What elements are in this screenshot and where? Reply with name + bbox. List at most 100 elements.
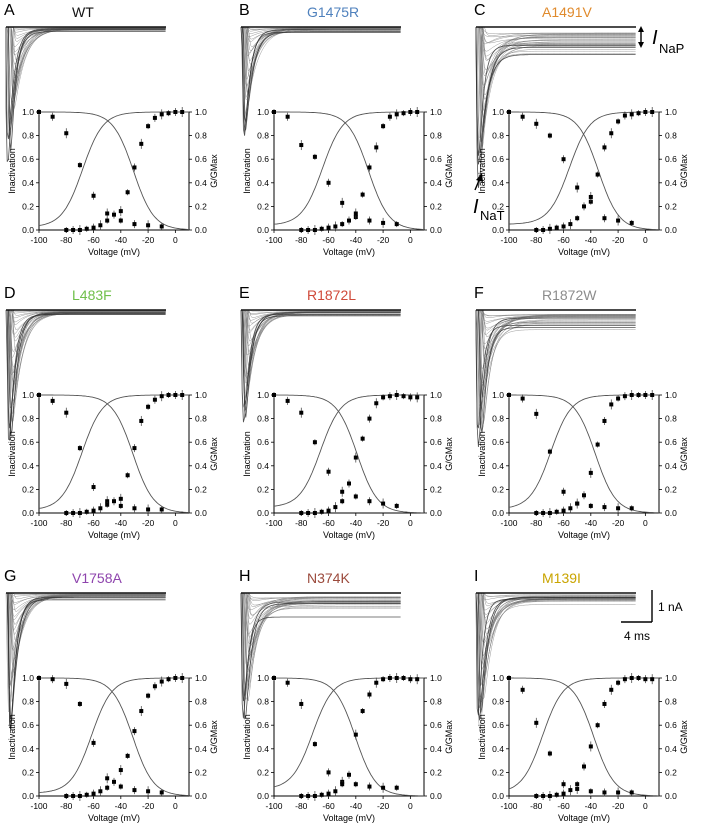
activation-point [402, 676, 406, 680]
inactivation-point [313, 440, 317, 444]
current-traces [241, 310, 401, 422]
x-tick-label: 0 [408, 235, 413, 245]
activation-point [602, 419, 606, 423]
activation-point [568, 506, 572, 510]
panel-g: G V1758A0.0 0.00.2 0.20.4 0.40.6 0.60.8 0.81.0… [4, 568, 219, 823]
y-tick-label-left: 1.0 [257, 107, 269, 117]
y-tick-label-left: 0.8 [492, 414, 504, 424]
y-tick-label-right: 1.0 [195, 390, 207, 400]
y-axis-label-right: G/GMax [209, 437, 219, 471]
x-tick-label: -100 [265, 801, 282, 811]
inactivation-fit-line [39, 112, 189, 226]
y-tick-label-right: 0.0 [665, 225, 677, 235]
activation-point [562, 509, 566, 513]
activation-point [92, 792, 96, 796]
activation-point [361, 437, 365, 441]
y-tick-label-right: 0.4 [430, 178, 442, 188]
panel-a: A WT0.0 0.00.2 0.20.4 0.40.6 0.60.8 0.81.0 1.0-… [4, 2, 219, 257]
activation-point [180, 676, 184, 680]
y-tick-label-left: 0.2 [22, 484, 34, 494]
y-tick-label-right: 0.2 [430, 201, 442, 211]
activation-point [105, 786, 109, 790]
activation-point [643, 677, 647, 681]
activation-point [534, 228, 538, 232]
inactivation-point [272, 110, 276, 114]
inactivation-point [616, 790, 620, 794]
activation-point [395, 676, 399, 680]
y-tick-label-left: 0.0 [22, 225, 34, 235]
activation-point [320, 510, 324, 514]
activation-fit-line [39, 395, 189, 513]
activation-point [306, 511, 310, 515]
x-tick-label: -80 [295, 235, 308, 245]
activation-point [374, 401, 378, 405]
inactivation-point [381, 502, 385, 506]
y-tick-label-left: 0.4 [22, 744, 34, 754]
activation-point [548, 227, 552, 231]
x-tick-label: 0 [408, 801, 413, 811]
current-traces [241, 27, 401, 136]
inactivation-point [395, 786, 399, 790]
inactivation-point [630, 790, 634, 794]
inactivation-point [507, 393, 511, 397]
inactivation-point [395, 504, 399, 508]
current-trace [241, 593, 401, 601]
activation-fit-line [509, 678, 659, 796]
y-tick-label-right: 0.2 [195, 484, 207, 494]
panel-e: E R1872L0.0 0.00.2 0.20.4 0.40.6 0.60.8 0.81.0… [239, 285, 454, 540]
x-axis-label: Voltage (mV) [558, 530, 610, 540]
y-tick-label-right: 0.6 [430, 154, 442, 164]
x-tick-label: 0 [643, 801, 648, 811]
current-trace [6, 27, 166, 102]
activation-point [596, 443, 600, 447]
inactivation-point [521, 397, 525, 401]
activation-point [395, 112, 399, 116]
current-trace [476, 310, 636, 430]
axes: 0.0 0.0 0.2 0.2 0.4 0.4 0.6 0.6 0.8 0.8 1.0 1.0 -100… [477, 673, 689, 823]
y-tick-label-left: 0.0 [22, 508, 34, 518]
activation-point [132, 729, 136, 733]
y-tick-label-left: 0.8 [22, 697, 34, 707]
activation-point [602, 145, 606, 149]
activation-fit-line [509, 112, 659, 230]
y-tick-label-right: 0.2 [195, 767, 207, 777]
current-trace [476, 310, 636, 384]
activation-point [327, 792, 331, 796]
activation-point [637, 111, 641, 115]
activation-point [132, 165, 136, 169]
activation-point [160, 112, 164, 116]
inactivation-point [119, 785, 123, 789]
x-tick-label: -60 [322, 235, 335, 245]
y-tick-label-left: 0.8 [22, 414, 34, 424]
activation-point [541, 511, 545, 515]
activation-point [139, 709, 143, 713]
y-tick-label-right: 0.0 [665, 791, 677, 801]
activation-point [395, 393, 399, 397]
y-tick-label-left: 0.4 [492, 744, 504, 754]
axes: 0.0 0.0 0.2 0.2 0.4 0.4 0.6 0.6 0.8 0.8 1.0 1.0 -100… [477, 390, 689, 540]
inap-symbol: I [652, 27, 658, 49]
activation-point [637, 676, 641, 680]
x-tick-label: -80 [295, 518, 308, 528]
x-tick-label: 0 [408, 518, 413, 528]
activation-point [313, 794, 317, 798]
y-axis-label-left: Inactivation [477, 714, 487, 760]
x-tick-label: 0 [643, 235, 648, 245]
inactivation-point [146, 789, 150, 793]
y-tick-label-left: 0.6 [492, 437, 504, 447]
panel-letter: C [474, 2, 486, 19]
y-axis-label-left: Inactivation [7, 148, 17, 194]
y-tick-label-left: 0.2 [492, 484, 504, 494]
activation-point [562, 792, 566, 796]
variant-title: L483F [72, 287, 112, 303]
current-trace [241, 27, 401, 94]
inactivation-point [64, 131, 68, 135]
y-axis-label-left: Inactivation [242, 431, 252, 477]
panel-h: H N374K0.0 0.00.2 0.20.4 0.40.6 0.60.8 0.81.0 1… [239, 568, 454, 823]
panel-d: D L483F 0.0 0.0 0.2 0.2 0.4 0.4 0.6 0.6 0.8 0.8 1.0 1… [4, 285, 219, 540]
x-tick-label: -40 [115, 801, 128, 811]
y-tick-label-right: 0.6 [665, 720, 677, 730]
activation-point [541, 794, 545, 798]
inactivation-point [630, 506, 634, 510]
activation-point [637, 393, 641, 397]
